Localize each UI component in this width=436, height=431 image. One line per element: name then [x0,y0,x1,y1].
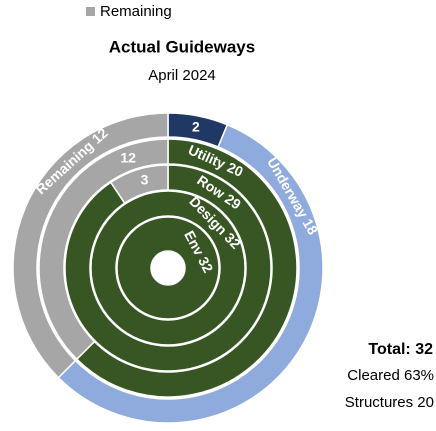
segment-label: 2 [192,118,200,134]
segment-label: 3 [141,171,149,187]
chart-subtitle: April 2024 [148,67,216,84]
legend-label: Remaining [100,3,172,20]
ring-segment [64,164,272,372]
segment-value: 2 [192,118,200,134]
ring-segment [116,216,220,320]
center-hole [153,253,183,283]
segment-value: 32 [195,254,217,275]
segment-value: 18 [300,216,322,238]
segment-value: 29 [222,190,244,212]
ring-segment [90,190,246,346]
legend-swatch [86,7,95,16]
ring-segment [38,138,169,361]
chart-title: Actual Guideways [109,37,255,56]
segment-label: 12 [120,149,136,165]
ring-segment [75,138,298,398]
ring-segment [12,112,169,379]
segment-value: 20 [225,159,246,180]
segment-value: 12 [120,149,136,165]
annotation: Cleared 63% [347,367,434,384]
ring-segment [109,164,169,205]
annotation: Structures 20 [345,394,434,411]
annotation: Total: 32 [368,341,433,358]
segment-value: 3 [141,171,149,187]
